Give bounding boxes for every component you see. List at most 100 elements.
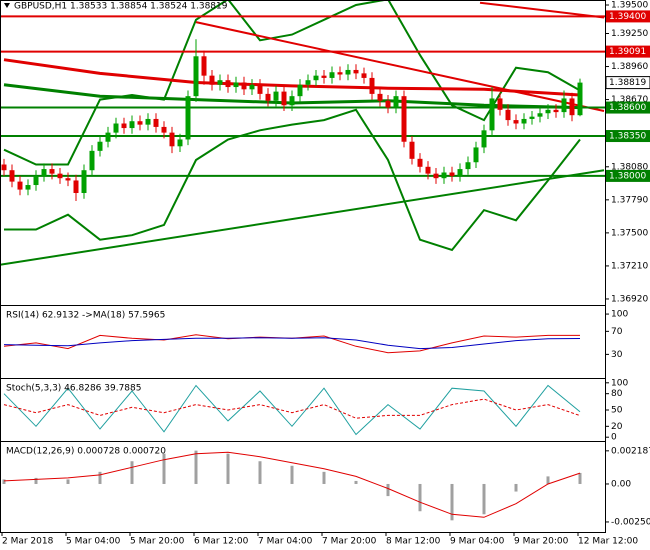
candle-body xyxy=(577,82,583,116)
candle-body xyxy=(305,80,311,85)
candle-body xyxy=(345,69,351,75)
chart-title: GBPUSD,H1 1.38533 1.38854 1.38524 1.3881… xyxy=(14,2,228,12)
indicator-line xyxy=(3,451,581,518)
y-tick-label: 1.37790 xyxy=(611,195,648,205)
candle-body xyxy=(521,118,527,124)
candle-body xyxy=(33,175,39,186)
candle-body xyxy=(209,75,215,85)
level-label-box xyxy=(606,130,650,143)
histogram-bar xyxy=(194,450,198,484)
indicator-line xyxy=(3,384,581,436)
indicator-line xyxy=(3,337,581,350)
x-tick-label: 7 Mar 20:00 xyxy=(322,537,377,547)
x-tick-label: 9 Mar 20:00 xyxy=(514,537,569,547)
histogram-bar xyxy=(418,483,422,512)
candle-body xyxy=(321,75,327,78)
y-tick-label: 1.38960 xyxy=(611,62,648,72)
candle-body xyxy=(361,73,367,78)
y-tick-label: 100 xyxy=(611,310,628,320)
candle-body xyxy=(425,166,431,174)
indicator-panel: 0.002187 0.00 -0.002507 MACD(12,26,9) 0.000… xyxy=(2,446,650,527)
y-tick-label: 0.002187 xyxy=(611,446,650,456)
indicator-plot xyxy=(3,384,581,436)
candle-body xyxy=(553,109,559,113)
candle-body xyxy=(217,80,223,85)
candle-body xyxy=(225,80,231,88)
candle-body xyxy=(241,82,247,90)
candle-body xyxy=(161,126,167,133)
candle-body xyxy=(417,158,423,167)
indicator-title: MACD(12,26,9) 0.000728 0.000720 xyxy=(6,447,166,457)
candle-body xyxy=(441,172,447,179)
y-tick-label: 1.38670 xyxy=(611,95,648,105)
histogram-bar xyxy=(482,483,486,515)
candle-body xyxy=(121,123,127,129)
histogram-bar xyxy=(226,453,230,484)
level-label: 1.38000 xyxy=(609,171,646,181)
candle-body xyxy=(89,150,95,171)
candle-body xyxy=(545,109,551,114)
y-tick-label: 1.38080 xyxy=(611,162,648,172)
candle-body xyxy=(153,118,159,127)
y-tick-label: 50 xyxy=(611,406,623,416)
candle-body xyxy=(49,169,55,174)
indicator-panel: 100 70 30 RSI(14) 62.9132 ->MA(18) 57.5965 xyxy=(3,310,628,360)
y-tick-label: 80 xyxy=(611,389,623,399)
y-tick-label: 30 xyxy=(611,350,623,360)
candle-body xyxy=(65,178,71,181)
candle-body xyxy=(433,173,439,179)
histogram-bar xyxy=(322,471,326,484)
y-tick-label: 0 xyxy=(611,433,617,443)
candle-body xyxy=(497,98,503,110)
candle-body xyxy=(449,172,455,176)
candle-body xyxy=(505,109,511,121)
candle-body xyxy=(57,173,63,179)
histogram-bar xyxy=(258,461,262,484)
histogram-bar xyxy=(514,483,518,492)
candle-body xyxy=(401,96,407,142)
histogram-bar xyxy=(130,461,134,484)
candle-body xyxy=(481,130,487,148)
candle-body xyxy=(185,96,191,140)
candle-body xyxy=(353,69,359,74)
candle-body xyxy=(137,121,143,125)
candle-body xyxy=(385,100,391,108)
candle-body xyxy=(249,84,255,90)
y-tick-label: 0.00 xyxy=(611,479,631,489)
candle-body xyxy=(377,93,383,101)
x-tick-label: 2 Mar 2018 xyxy=(2,537,54,547)
candle-body xyxy=(537,113,543,117)
candle-body xyxy=(1,164,7,171)
y-tick-label: 1.39250 xyxy=(611,29,648,39)
y-tick-label: -0.002507 xyxy=(611,517,650,527)
candle-body xyxy=(465,162,471,170)
candle-body xyxy=(129,121,135,129)
x-tick-label: 7 Mar 04:00 xyxy=(258,537,313,547)
candle-body xyxy=(9,170,15,182)
x-tick-label: 6 Mar 12:00 xyxy=(194,537,249,547)
symbol-icon xyxy=(4,3,10,8)
histogram-bar xyxy=(546,476,550,484)
level-label-box xyxy=(606,169,650,182)
candle-body xyxy=(273,91,279,101)
candle-body xyxy=(393,96,399,108)
main-plot xyxy=(0,0,605,266)
histogram-bar xyxy=(450,483,454,521)
level-label: 1.38600 xyxy=(609,103,646,113)
indicator-line xyxy=(3,58,581,97)
candle-body xyxy=(489,98,495,131)
x-tick-label: 8 Mar 12:00 xyxy=(386,537,441,547)
candle-body xyxy=(97,141,103,151)
x-tick-label: 5 Mar 04:00 xyxy=(66,537,121,547)
trend-line xyxy=(0,169,605,266)
candle-body xyxy=(25,185,31,190)
x-tick-label: 9 Mar 04:00 xyxy=(450,537,505,547)
candle-body xyxy=(113,123,119,133)
candle-body xyxy=(529,116,535,119)
candle-body xyxy=(81,170,87,194)
candle-body xyxy=(201,56,207,76)
current-price-label: 1.38819 xyxy=(609,78,646,88)
